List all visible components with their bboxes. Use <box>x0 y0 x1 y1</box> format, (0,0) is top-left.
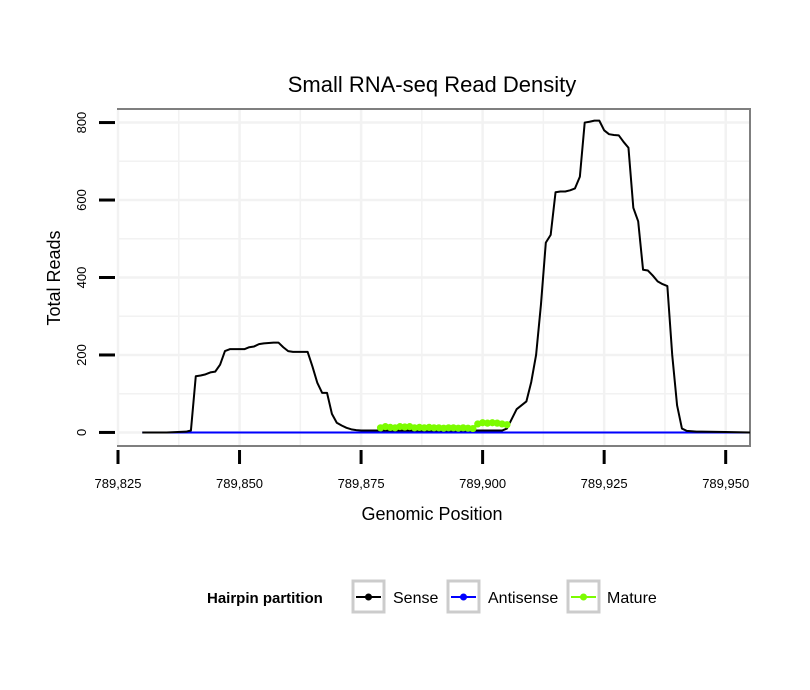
legend-point-sense <box>365 593 372 601</box>
legend: Hairpin partition Sense Antisense Mature <box>207 579 657 614</box>
legend-item-sense: Sense <box>351 579 438 614</box>
y-tick-label: 0 <box>74 429 89 436</box>
legend-item-antisense: Antisense <box>446 579 558 614</box>
x-tick-label: 789,850 <box>216 476 263 491</box>
x-tick-label: 789,950 <box>702 476 749 491</box>
series-lines <box>142 119 751 434</box>
x-tick-label: 789,900 <box>459 476 506 491</box>
y-tick-label: 800 <box>74 112 89 134</box>
x-axis: 789,825 789,850 789,875 789,900 789,925 789,9… <box>95 450 749 491</box>
y-axis-title: Total Reads <box>44 230 64 325</box>
x-tick-label: 789,875 <box>338 476 385 491</box>
mature-point <box>469 424 477 433</box>
chart-title: Small RNA-seq Read Density <box>288 72 577 97</box>
y-tick-label: 400 <box>74 267 89 289</box>
x-tick-label: 789,925 <box>581 476 628 491</box>
legend-point-antisense <box>460 593 467 601</box>
y-axis: 0 200 400 600 800 <box>74 112 115 436</box>
legend-label-antisense: Antisense <box>488 590 558 607</box>
legend-point-mature <box>580 593 587 601</box>
y-tick-label: 600 <box>74 189 89 211</box>
legend-title: Hairpin partition <box>207 590 323 607</box>
legend-label-mature: Mature <box>607 590 657 607</box>
y-tick-label: 200 <box>74 344 89 366</box>
legend-label-sense: Sense <box>393 590 438 607</box>
series-mature <box>376 419 511 433</box>
x-axis-title: Genomic Position <box>361 504 502 524</box>
mature-point <box>503 421 511 429</box>
legend-item-mature: Mature <box>566 579 657 614</box>
x-tick-label: 789,825 <box>95 476 142 491</box>
